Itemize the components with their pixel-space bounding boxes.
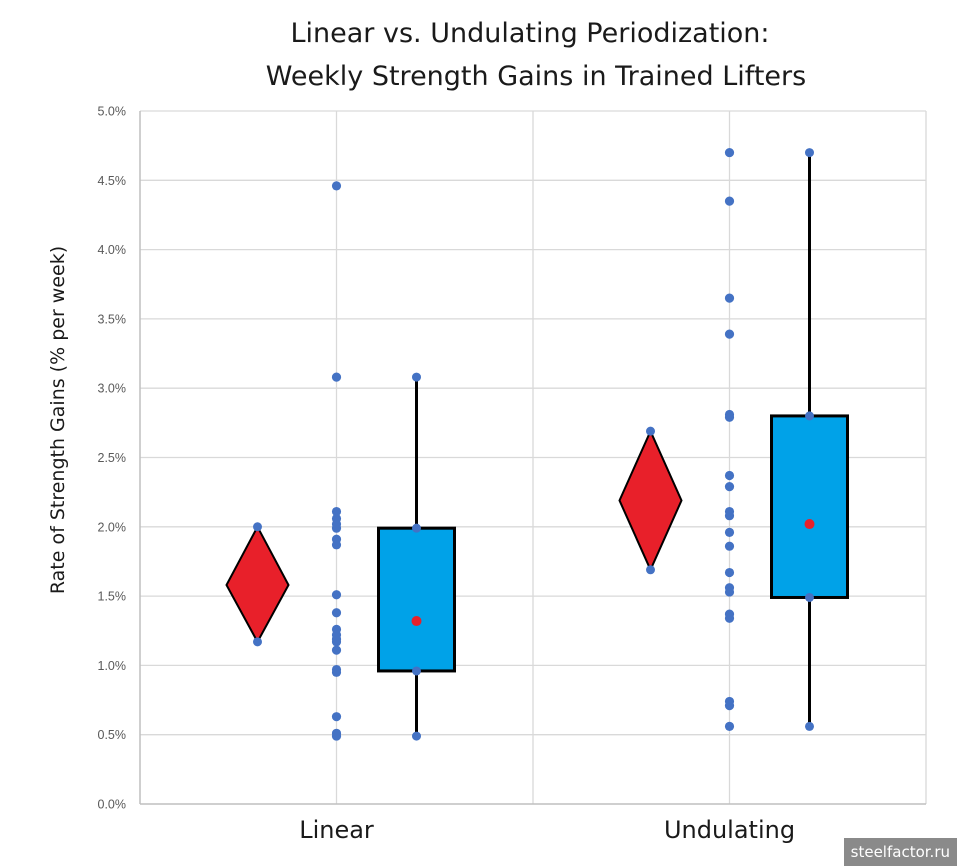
data-point	[724, 721, 735, 731]
box-stat-point	[412, 523, 421, 533]
y-tick-label: 2.0%	[98, 520, 127, 534]
diamond-endpoint	[253, 637, 262, 647]
diamond-endpoint	[646, 565, 655, 575]
data-point	[724, 613, 735, 623]
axes	[139, 111, 926, 805]
diamond-endpoint	[253, 522, 262, 532]
mean-diamond	[618, 428, 683, 573]
x-tick-label: Undulating	[664, 816, 795, 844]
y-tick-label: 0.5%	[98, 728, 127, 742]
data-point	[724, 412, 735, 422]
data-point	[724, 567, 735, 578]
y-tick-labels: 0.0% 0.5% 1.0% 1.5% 2.0% 2.5% 3.0% 3.5% 4.0% 4.5%…	[98, 105, 127, 812]
data-point	[331, 645, 342, 655]
watermark: steelfactor.ru	[843, 838, 957, 866]
y-tick-label: 5.0%	[98, 105, 127, 119]
y-tick-label: 2.5%	[98, 451, 127, 465]
data-point	[331, 637, 342, 647]
data-point	[724, 587, 735, 597]
data-point	[724, 482, 735, 492]
data-point	[724, 700, 735, 711]
x-tick-labels: Linear Undulating	[299, 816, 795, 844]
box-mean-point	[411, 616, 422, 627]
data-point	[331, 667, 342, 677]
data-point	[331, 372, 342, 382]
data-point	[331, 608, 342, 618]
data-point	[724, 541, 735, 551]
x-tick-label: Linear	[299, 816, 374, 844]
y-tick-label: 4.5%	[98, 174, 127, 188]
y-tick-label: 3.5%	[98, 312, 127, 326]
box-stat-point	[412, 666, 421, 676]
y-tick-label: 3.0%	[98, 382, 127, 396]
data-point	[331, 181, 342, 191]
data-point	[724, 527, 735, 537]
box-stat-point	[412, 731, 421, 741]
data-point	[724, 511, 735, 521]
data-point	[724, 329, 735, 339]
chart-title-line-1: Linear vs. Undulating Periodization:	[290, 18, 769, 49]
data-point	[331, 540, 342, 550]
box-stat-point	[805, 592, 814, 602]
chart-title-line-2: Weekly Strength Gains in Trained Lifters	[266, 61, 806, 92]
y-tick-label: 1.0%	[98, 659, 127, 673]
data-point	[331, 712, 342, 722]
data-point	[724, 147, 735, 158]
data-point	[331, 590, 342, 600]
box-stat-point	[805, 721, 814, 731]
chart-marks	[225, 147, 849, 741]
box-stat-point	[805, 148, 814, 158]
data-point	[331, 506, 342, 517]
mean-diamond	[225, 524, 290, 644]
data-point	[724, 293, 735, 303]
group-undulating	[618, 147, 849, 731]
diamond-endpoint	[646, 426, 655, 436]
data-point	[331, 731, 342, 741]
box-iqr	[377, 526, 456, 673]
y-tick-label: 0.0%	[98, 798, 127, 812]
gridlines	[140, 110, 927, 804]
data-point	[331, 523, 342, 533]
y-tick-label: 4.0%	[98, 243, 127, 257]
box-mean-point	[804, 519, 815, 530]
data-point	[724, 470, 735, 481]
group-linear	[225, 181, 456, 741]
box-stat-point	[805, 411, 814, 421]
y-tick-label: 1.5%	[98, 590, 127, 604]
data-point	[724, 196, 735, 206]
y-axis-label: Rate of Strength Gains (% per week)	[47, 246, 69, 594]
box-stat-point	[412, 372, 421, 382]
box-iqr	[770, 414, 849, 599]
